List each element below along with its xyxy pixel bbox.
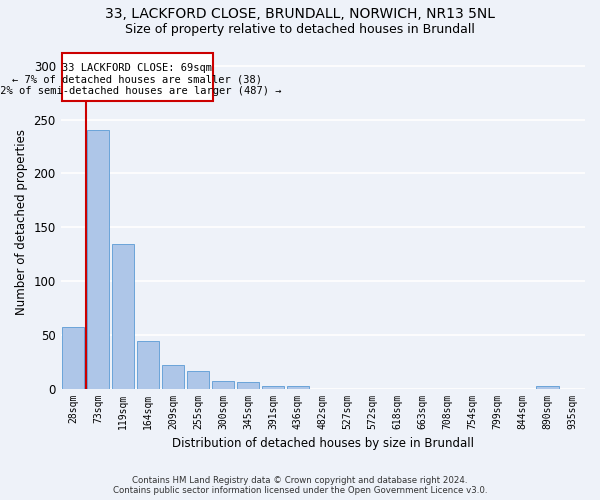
Text: 33, LACKFORD CLOSE, BRUNDALL, NORWICH, NR13 5NL: 33, LACKFORD CLOSE, BRUNDALL, NORWICH, N… <box>105 8 495 22</box>
Bar <box>287 386 309 388</box>
Bar <box>162 365 184 388</box>
Bar <box>236 382 259 388</box>
Text: 92% of semi-detached houses are larger (487) →: 92% of semi-detached houses are larger (… <box>0 86 281 96</box>
FancyBboxPatch shape <box>62 53 213 102</box>
Bar <box>262 386 284 388</box>
Bar <box>212 381 234 388</box>
Bar <box>62 327 85 388</box>
Bar <box>87 130 109 388</box>
Bar <box>112 244 134 388</box>
Bar <box>536 386 559 388</box>
Text: 33 LACKFORD CLOSE: 69sqm: 33 LACKFORD CLOSE: 69sqm <box>62 62 212 72</box>
Text: ← 7% of detached houses are smaller (38): ← 7% of detached houses are smaller (38) <box>13 74 262 85</box>
X-axis label: Distribution of detached houses by size in Brundall: Distribution of detached houses by size … <box>172 437 474 450</box>
Text: Size of property relative to detached houses in Brundall: Size of property relative to detached ho… <box>125 22 475 36</box>
Bar <box>187 372 209 388</box>
Y-axis label: Number of detached properties: Number of detached properties <box>15 129 28 315</box>
Bar <box>137 341 159 388</box>
Text: Contains HM Land Registry data © Crown copyright and database right 2024.
Contai: Contains HM Land Registry data © Crown c… <box>113 476 487 495</box>
